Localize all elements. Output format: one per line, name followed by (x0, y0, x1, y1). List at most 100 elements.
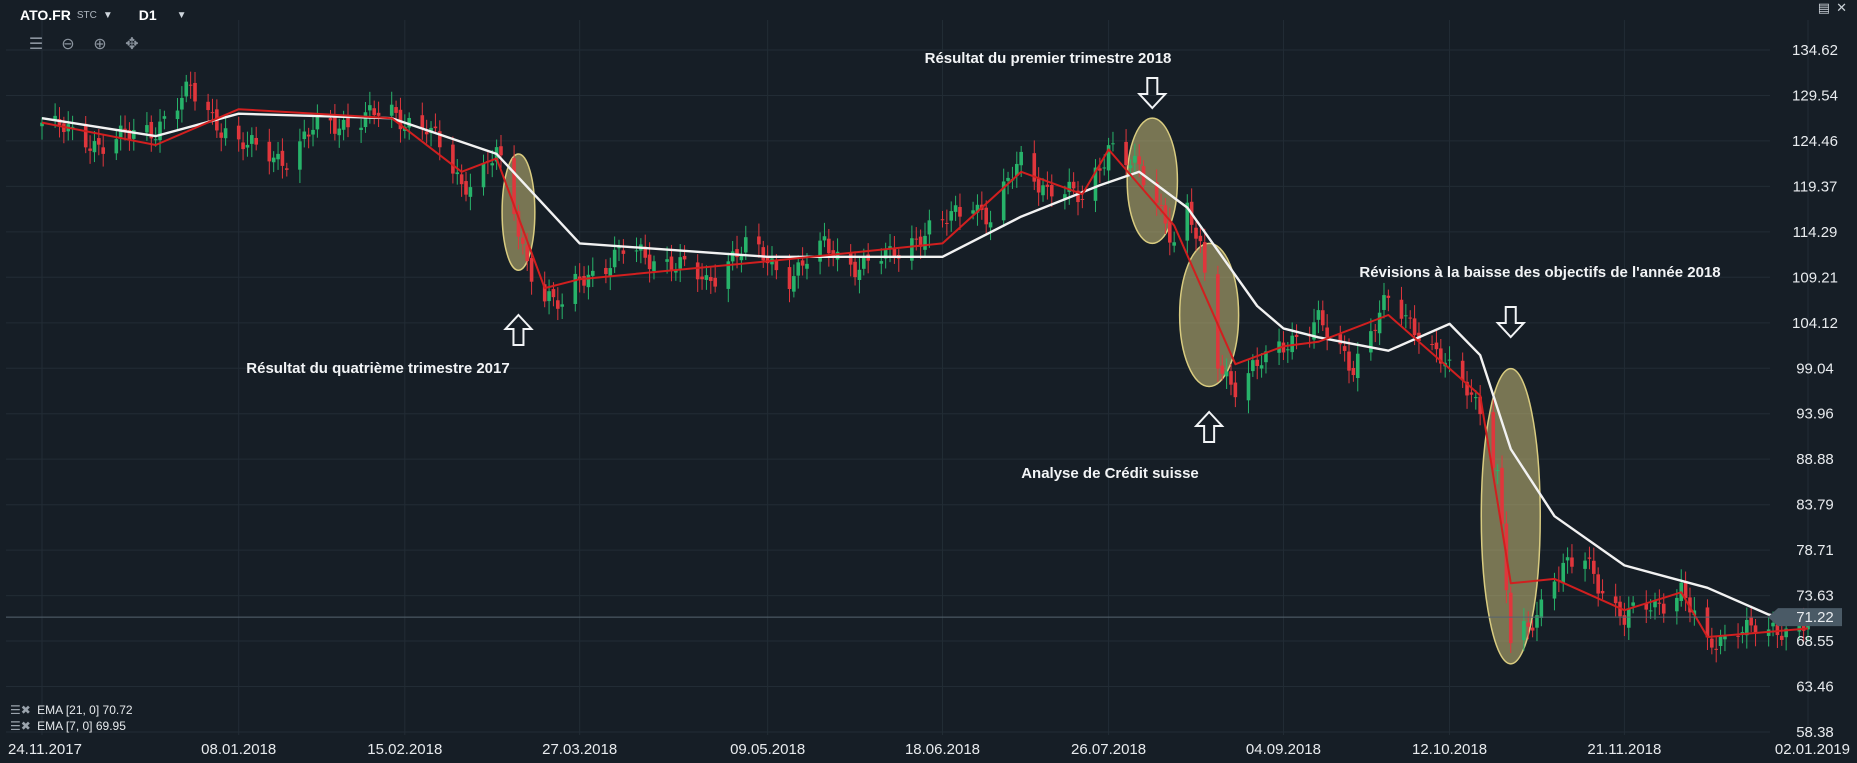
y-tick-label: 99.04 (1796, 360, 1834, 377)
legend-ema21[interactable]: ☰✖ EMA [21, 0] 70.72 (10, 702, 133, 718)
symbol-label[interactable]: ATO.FR (20, 7, 71, 23)
candle-body (647, 254, 652, 270)
close-icon[interactable]: ✕ (1836, 0, 1847, 15)
candle-body (787, 267, 792, 289)
candle-body (1771, 622, 1775, 627)
candle-body (1246, 373, 1251, 401)
candle-body (1473, 397, 1478, 399)
candle-body (1019, 151, 1023, 166)
candle-body (1705, 607, 1710, 638)
candle-body (1320, 310, 1325, 326)
candle-body (1159, 205, 1163, 207)
candle-body (250, 135, 254, 144)
candle-body (1539, 599, 1544, 618)
candle-body (1439, 348, 1443, 364)
candle-body (521, 237, 525, 244)
candle-body (700, 276, 704, 280)
candle-body (726, 261, 731, 289)
candle-body (547, 291, 551, 302)
arrow-down-icon (1137, 77, 1168, 110)
candle-body (83, 123, 88, 148)
candle-body (1478, 396, 1482, 415)
candle-body (1251, 360, 1255, 372)
candle-body (739, 254, 744, 261)
candle-body (1133, 155, 1137, 163)
x-tick-label: 24.11.2017 (8, 741, 82, 758)
candle-body (857, 269, 862, 280)
candle-body (459, 174, 464, 185)
event-highlight (1480, 367, 1541, 665)
timeframe-label[interactable]: D1 (138, 7, 157, 23)
candle-body (1001, 181, 1006, 221)
candle-body (1154, 182, 1159, 203)
candle-body (389, 104, 394, 116)
candle-body (1491, 412, 1496, 468)
candle-body (184, 81, 189, 97)
y-tick-label: 83.79 (1796, 497, 1834, 514)
zoom-out-icon[interactable]: ⊖ (61, 36, 75, 53)
candle-body (883, 248, 888, 259)
ema-lines (41, 108, 1809, 638)
candle-body (1342, 346, 1347, 351)
candle-body (254, 137, 258, 145)
zoom-in-icon[interactable]: ⊕ (93, 36, 107, 53)
x-tick-label: 04.09.2018 (1246, 741, 1321, 758)
candle-body (245, 144, 250, 148)
candle-body (1194, 227, 1198, 239)
y-tick-label: 93.96 (1796, 406, 1834, 423)
candle-body (284, 168, 289, 170)
candle-body (1128, 165, 1133, 169)
candle-body (774, 259, 779, 271)
candle-body (1653, 600, 1657, 608)
x-tick-label: 09.05.2018 (730, 741, 805, 758)
x-tick-label: 26.07.2018 (1071, 741, 1146, 758)
y-tick-label: 58.38 (1796, 724, 1834, 741)
candle-body (713, 277, 717, 287)
symbol-chevron-down-icon[interactable]: ▼ (102, 9, 113, 21)
candle-body (1373, 329, 1378, 331)
candle-body (1032, 153, 1037, 182)
symbol-type-label: STC (76, 9, 97, 21)
candle-body (678, 257, 683, 269)
candle-body (53, 115, 57, 121)
legend-ema7[interactable]: ☰✖ EMA [7, 0] 69.95 (10, 718, 133, 734)
candle-body (848, 252, 853, 265)
candle-body (1106, 145, 1111, 171)
candle-body (665, 259, 669, 262)
window-controls: ▤ ✕ (1818, 0, 1847, 16)
legend-ema21-value: 70.72 (102, 703, 133, 717)
x-tick-label: 18.06.2018 (905, 741, 980, 758)
candle-body (424, 131, 429, 135)
candle-body (210, 112, 215, 114)
candle-body (1137, 156, 1141, 165)
settings-icon[interactable]: ☰✖ (10, 703, 31, 717)
candle-body (1600, 590, 1605, 594)
candle-body (341, 119, 346, 130)
event-annotation: Résultat du premier trimestre 2018 (925, 50, 1172, 67)
candle-body (590, 270, 595, 276)
candle-body (1447, 359, 1452, 361)
candle-body (306, 134, 311, 137)
ema-21-line (41, 112, 1809, 623)
candle-body (1753, 625, 1758, 634)
candle-body (1460, 360, 1465, 381)
candle-body (853, 261, 857, 278)
candle-body (1465, 381, 1469, 396)
candle-body (556, 300, 560, 309)
crosshair-move-icon[interactable]: ✥ (125, 36, 139, 53)
candle-body (1570, 557, 1574, 567)
chart-header: ATO.FR STC ▼ D1 ▼ (0, 0, 320, 30)
candle-body (1102, 167, 1107, 169)
timeframe-chevron-down-icon[interactable]: ▼ (176, 9, 187, 21)
candle-body (451, 144, 455, 174)
chart-type-icon[interactable]: ☰ (28, 36, 44, 53)
candle-body (97, 138, 101, 145)
candle-body (1316, 310, 1321, 320)
candle-body (988, 222, 993, 228)
minimize-icon[interactable]: ▤ (1817, 0, 1831, 15)
candle-body (188, 84, 193, 86)
event-annotation: Résultat du quatrième trimestre 2017 (246, 360, 509, 377)
ema-7-line (41, 108, 1809, 638)
settings-icon[interactable]: ☰✖ (10, 719, 31, 733)
